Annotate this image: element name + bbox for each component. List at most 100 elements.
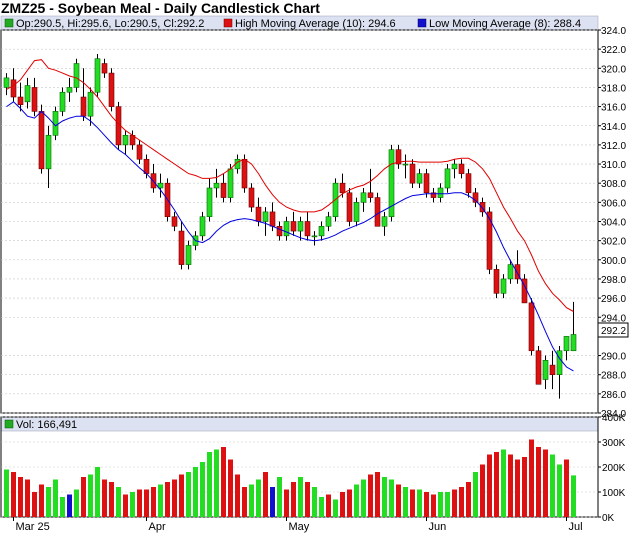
volume-bar <box>298 477 303 517</box>
candle-body <box>199 216 206 237</box>
candle-body <box>108 72 115 107</box>
candle-body <box>472 192 479 203</box>
candle-body <box>563 336 570 352</box>
price-tick-label: 306.0 <box>601 198 626 209</box>
volume-bar <box>228 459 233 517</box>
volume-bar <box>46 487 51 517</box>
candle-body <box>24 85 31 103</box>
candle-body <box>374 197 381 227</box>
candle-body <box>31 87 38 112</box>
last-price-marker <box>597 322 629 338</box>
volume-tick-label: 400K <box>602 413 626 424</box>
high-moving-average-line <box>6 59 574 312</box>
candle-body <box>423 173 430 194</box>
volume-bars <box>4 439 576 517</box>
volume-bar <box>284 489 289 517</box>
volume-bar <box>95 467 100 517</box>
low-ma-legend-label: Low Moving Average (8): 288.4 <box>429 18 581 30</box>
volume-tick-label: 100K <box>602 488 626 499</box>
price-tick-label: 302.0 <box>601 237 626 248</box>
volume-bar <box>11 472 16 517</box>
volume-tick-label: 0K <box>602 513 615 524</box>
candle-body <box>346 192 353 222</box>
candle-body <box>353 202 360 222</box>
price-tick-label: 290.0 <box>601 352 626 363</box>
candle-body <box>360 192 367 203</box>
volume-bar <box>116 487 121 517</box>
volume-bar <box>452 489 457 517</box>
volume-legend-swatch <box>4 419 14 429</box>
volume-bar <box>18 477 23 517</box>
candle-body <box>276 225 283 237</box>
volume-legend-bar <box>0 416 599 432</box>
high-ma-legend-swatch <box>223 18 233 28</box>
volume-bar <box>186 472 191 517</box>
price-tick-label: 294.0 <box>601 313 626 324</box>
volume-bar <box>389 479 394 517</box>
candle-body <box>171 216 178 227</box>
volume-bar <box>32 492 37 517</box>
candle-body <box>493 269 500 294</box>
volume-bar <box>326 494 331 517</box>
candle-body <box>304 221 311 237</box>
price-tick-label: 320.0 <box>601 64 626 75</box>
candle-body <box>430 192 437 198</box>
volume-bar <box>431 494 436 517</box>
volume-bar <box>214 449 219 517</box>
date-tick-label: Jun <box>429 521 447 533</box>
volume-bar <box>165 482 170 517</box>
candle-body <box>59 91 66 112</box>
price-tick-label: 312.0 <box>601 141 626 152</box>
candle-body <box>367 192 374 198</box>
candle-body <box>178 230 185 265</box>
candle-body <box>185 245 192 265</box>
candle-body <box>416 173 423 184</box>
candle-body <box>122 135 129 146</box>
candle-body <box>402 163 409 166</box>
volume-bar <box>417 489 422 517</box>
volume-bar <box>256 479 261 517</box>
candle-body <box>143 158 150 174</box>
volume-bar <box>375 472 380 517</box>
candle-body <box>3 77 10 88</box>
candle-body <box>339 182 346 194</box>
candle-body <box>262 211 269 222</box>
price-tick-label: 314.0 <box>601 122 626 133</box>
volume-bar <box>403 487 408 517</box>
date-tick-label: Apr <box>149 521 166 533</box>
candle-body <box>94 58 101 93</box>
candle-body <box>297 221 304 232</box>
date-tick-label: May <box>289 521 310 533</box>
candle-body <box>570 334 577 352</box>
volume-bar <box>102 479 107 517</box>
candle-body <box>318 225 325 237</box>
volume-bar <box>130 492 135 517</box>
low-ma-legend-swatch <box>417 18 427 28</box>
candle-body <box>535 350 542 385</box>
price-tick-label: 322.0 <box>601 45 626 56</box>
price-tick-label: 310.0 <box>601 160 626 171</box>
candle-body <box>549 364 556 375</box>
candle-body <box>437 187 444 198</box>
candle-body <box>395 149 402 165</box>
candle-body <box>514 264 521 280</box>
volume-bar <box>221 447 226 517</box>
candle-body <box>66 87 73 93</box>
high-ma-legend-label: High Moving Average (10): 294.6 <box>235 18 396 30</box>
volume-bar <box>158 484 163 517</box>
candle-body <box>458 163 465 174</box>
price-tick-label: 304.0 <box>601 218 626 229</box>
candle-body <box>290 221 297 232</box>
volume-bar <box>487 454 492 517</box>
volume-bar <box>438 492 443 517</box>
price-tick-label: 300.0 <box>601 256 626 267</box>
volume-bar <box>396 484 401 517</box>
volume-bar <box>200 462 205 517</box>
volume-legend-label: Vol: 166,491 <box>16 419 77 431</box>
price-tick-label: 298.0 <box>601 275 626 286</box>
volume-bar <box>501 449 506 517</box>
volume-bar <box>151 487 156 517</box>
volume-bar <box>473 472 478 517</box>
candle-body <box>444 168 451 189</box>
